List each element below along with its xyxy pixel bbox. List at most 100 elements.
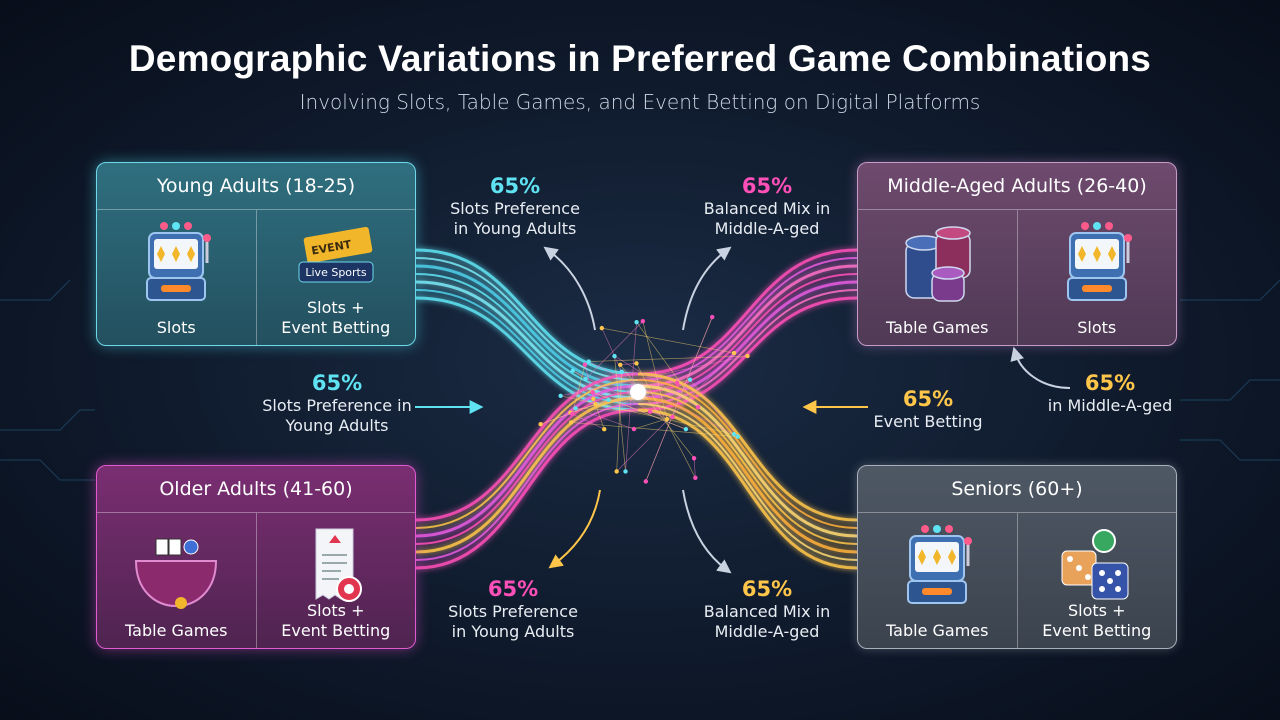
stat: 65% <box>311 371 363 395</box>
game-cell: Table Games <box>858 210 1017 345</box>
network-node <box>570 411 575 417</box>
flow-line <box>637 408 858 570</box>
game-label: Slots + Event Betting <box>281 298 391 337</box>
chips-icon <box>892 218 982 308</box>
flow-line <box>415 384 639 538</box>
network-edge <box>677 379 691 384</box>
ticket-icon: EVENT Live Sports <box>298 226 374 283</box>
game-cell: Slots + Event Betting <box>255 513 416 648</box>
flow-lines <box>415 248 858 570</box>
group-panel: Middle-Aged Adults (26-40) Table Games S… <box>857 162 1177 346</box>
flow-line <box>415 372 639 522</box>
network-edge <box>693 458 696 478</box>
network-node <box>583 376 588 382</box>
game-cell: Table Games <box>858 513 1017 648</box>
network-node <box>590 390 595 395</box>
stat-text: Balanced Mix in Middle-A-ged <box>703 199 831 238</box>
network-edge <box>572 370 586 380</box>
stat-text: in Middle-A-ged <box>1047 396 1173 415</box>
stat-text: Balanced Mix in Middle-A-ged <box>703 602 831 641</box>
network-node <box>538 422 543 427</box>
game-cell: Table Games <box>97 513 256 648</box>
network-edge <box>642 321 668 420</box>
flow-line <box>637 403 858 561</box>
network-node <box>683 426 689 432</box>
network-node <box>670 414 675 420</box>
flow-line <box>637 264 858 388</box>
network-node <box>591 396 596 401</box>
network-node <box>623 469 628 474</box>
network-edge <box>601 327 735 354</box>
flow-line <box>637 273 858 393</box>
game-label: Slots + Event Betting <box>1042 601 1152 640</box>
network-edge <box>616 371 623 472</box>
network-node <box>599 325 605 331</box>
network-node <box>691 456 697 461</box>
title: Demographic Variations in Preferred Game… <box>128 38 1152 79</box>
network-edge <box>585 320 644 380</box>
flow-line <box>637 379 858 529</box>
stat: 65% <box>489 174 541 198</box>
flow-line <box>415 408 639 570</box>
flow-line <box>637 248 858 376</box>
network-edge <box>614 355 699 408</box>
group-panel: Young Adults (18-25) Slots EVENT Live Sp… <box>96 162 416 346</box>
flow-line <box>637 372 858 522</box>
arrows <box>415 246 1071 574</box>
flow-line <box>637 384 858 538</box>
network-edge <box>575 407 635 430</box>
stat: 65% <box>741 174 793 198</box>
network-node <box>735 434 740 439</box>
group-name: Middle-Aged Adults (26-40) <box>858 163 1176 210</box>
network-node <box>612 353 617 359</box>
annotation: 65% in Middle-A-ged <box>1010 370 1210 416</box>
slot-icon <box>892 521 982 611</box>
group-panel: Older Adults (41-60) Table Games Slots +… <box>96 465 416 649</box>
game-cell: Slots <box>97 210 256 345</box>
icon-text: Live Sports <box>305 266 366 279</box>
game-label: Table Games <box>886 318 989 337</box>
flow-line <box>637 391 858 545</box>
network-edge <box>689 379 739 437</box>
network-core <box>630 384 646 400</box>
network-node <box>614 469 619 474</box>
stat: 65% <box>741 577 793 601</box>
network-node <box>586 359 591 364</box>
flow-line <box>415 273 639 393</box>
stat: 65% <box>902 387 954 411</box>
flow-line <box>415 264 639 388</box>
network-edge <box>571 422 738 437</box>
stat-text: Event Betting <box>873 412 983 431</box>
network-node <box>619 369 624 374</box>
flow-line <box>415 248 639 376</box>
network-edge <box>560 355 748 397</box>
annotation: 65% Balanced Mix in Middle-A-ged <box>667 576 867 642</box>
network-node <box>640 319 646 324</box>
flow-line <box>415 257 639 381</box>
network-node <box>593 402 598 407</box>
network-node <box>731 432 737 437</box>
network-edge <box>571 364 586 415</box>
network-node <box>745 353 750 359</box>
game-label: Table Games <box>886 621 989 640</box>
receipt-icon <box>291 521 381 611</box>
group-panel: Seniors (60+) Table Games Slots + Event … <box>857 465 1177 649</box>
group-name: Older Adults (41-60) <box>97 466 415 513</box>
network-node <box>634 319 639 325</box>
dice-icon <box>1052 521 1142 611</box>
network-node <box>674 380 680 386</box>
slot-icon <box>1052 218 1142 308</box>
game-label: Slots <box>156 318 196 337</box>
network-node <box>693 475 698 481</box>
group-name: Seniors (60+) <box>858 466 1176 513</box>
network-node <box>731 350 737 356</box>
network-node <box>570 368 575 373</box>
flow-line <box>637 396 858 554</box>
network-node <box>568 420 574 425</box>
network-node <box>618 362 623 368</box>
game-label: Table Games <box>125 621 228 640</box>
annotation: 65% Slots Preference in Young Adults <box>413 576 613 642</box>
network-node <box>606 397 611 402</box>
